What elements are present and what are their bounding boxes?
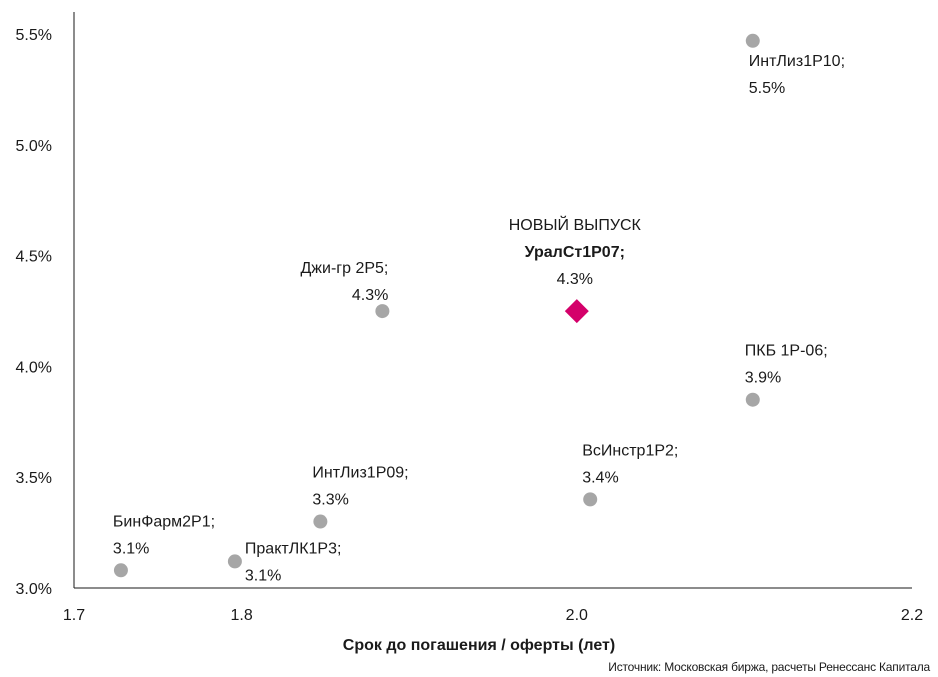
data-point-marker	[313, 514, 328, 529]
y-tick-label: 5.5%	[16, 27, 52, 44]
y-tick-label: 4.0%	[16, 359, 52, 376]
data-point-name: ПКБ 1Р-06;	[745, 343, 828, 360]
y-tick-label: 5.0%	[16, 138, 52, 155]
data-point-marker	[375, 304, 390, 319]
x-axis-title: Срок до погашения / оферты (лет)	[343, 637, 615, 654]
y-tick-label: 3.0%	[16, 581, 52, 598]
y-tick-label: 4.5%	[16, 249, 52, 266]
data-point-name: ВсИнстр1Р2;	[582, 442, 678, 459]
data-point-name: ИнтЛиз1Р09;	[312, 465, 408, 482]
data-point-value: 3.9%	[745, 370, 781, 387]
data-point-marker	[745, 33, 760, 48]
data-point-value: 3.1%	[245, 567, 281, 584]
data-point-value: 3.4%	[582, 469, 618, 486]
data-point-name: ИнтЛиз1Р10;	[749, 53, 845, 70]
scatter-chart: 3.0% 3.5% 4.0% 4.5% 5.0% 5.5% 1.7 1.8 2.0 2.2 Бин…	[16, 12, 924, 654]
x-tick-label: 1.7	[63, 607, 85, 624]
data-point-name: БинФарм2Р1;	[113, 513, 215, 530]
axes	[73, 12, 912, 589]
highlight-point-marker	[564, 299, 589, 324]
data-point-marker	[113, 563, 128, 578]
data-points	[113, 33, 760, 578]
x-tick-label: 1.8	[230, 607, 252, 624]
data-point-name: ПрактЛК1Р3;	[245, 540, 342, 557]
x-tick-label: 2.0	[566, 607, 588, 624]
highlight-point-header: НОВЫЙ ВЫПУСК	[509, 215, 642, 234]
data-point-value: 5.5%	[749, 80, 785, 97]
source-note: Источник: Московская биржа, расчеты Рене…	[608, 660, 930, 674]
highlight-point-value: 4.3%	[557, 271, 593, 288]
data-point-value: 4.3%	[352, 287, 388, 304]
data-point-marker	[583, 492, 598, 507]
data-point-marker	[745, 392, 760, 407]
data-point-marker	[227, 554, 242, 569]
tick-labels: 3.0% 3.5% 4.0% 4.5% 5.0% 5.5% 1.7 1.8 2.0 2.2	[16, 27, 924, 624]
point-labels: БинФарм2Р1; 3.1% ПрактЛК1Р3; 3.1% ИнтЛиз1Р09…	[113, 53, 845, 585]
data-point-name: Джи-гр 2Р5;	[300, 260, 388, 277]
highlight-point-name: УралСт1Р07;	[525, 244, 625, 261]
y-tick-label: 3.5%	[16, 470, 52, 487]
x-tick-label: 2.2	[901, 607, 923, 624]
data-point-value: 3.3%	[312, 492, 348, 509]
data-point-value: 3.1%	[113, 540, 149, 557]
